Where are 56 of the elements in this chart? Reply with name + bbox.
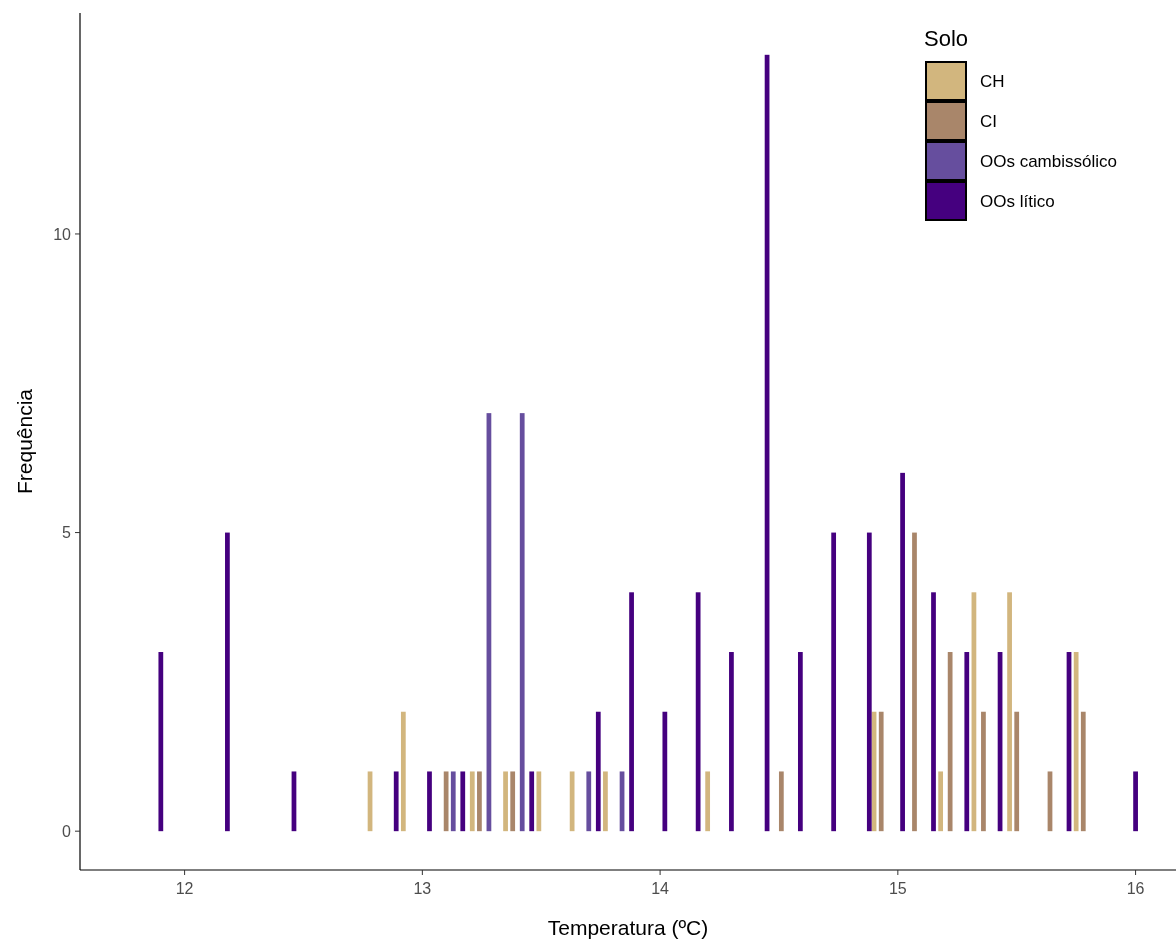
bar bbox=[900, 472, 905, 832]
bar bbox=[705, 771, 711, 832]
bar bbox=[427, 771, 432, 832]
bar bbox=[778, 771, 784, 832]
y-tick-label: 5 bbox=[62, 524, 72, 542]
bar bbox=[450, 771, 456, 832]
bar bbox=[158, 652, 164, 832]
x-axis-title: Temperatura (ºC) bbox=[547, 916, 709, 939]
bar bbox=[912, 532, 917, 832]
x-tick-label: 13 bbox=[413, 880, 432, 897]
bar bbox=[503, 771, 508, 832]
bar bbox=[519, 413, 525, 832]
bar bbox=[878, 711, 884, 832]
bar bbox=[831, 532, 837, 832]
bar bbox=[931, 592, 936, 832]
bar bbox=[477, 771, 482, 832]
bar bbox=[595, 711, 601, 832]
bar bbox=[400, 711, 406, 832]
bar bbox=[1133, 771, 1138, 832]
x-tick-label: 12 bbox=[175, 880, 194, 897]
x-tick-label: 15 bbox=[888, 880, 907, 897]
bar bbox=[225, 532, 230, 832]
bar bbox=[964, 652, 970, 832]
bar bbox=[469, 771, 475, 832]
legend-label: OOs cambissólico bbox=[980, 151, 1117, 171]
y-tick-label: 10 bbox=[53, 225, 72, 243]
bar bbox=[695, 592, 701, 832]
legend-label: CI bbox=[980, 111, 997, 131]
y-axis-title: Frequência bbox=[13, 388, 36, 495]
bar bbox=[529, 771, 535, 832]
legend-label: CH bbox=[980, 71, 1005, 91]
bar bbox=[729, 652, 734, 832]
bar bbox=[1080, 711, 1086, 832]
bar bbox=[947, 652, 953, 832]
bar bbox=[1073, 652, 1079, 832]
legend-label: OOs lítico bbox=[980, 191, 1055, 211]
bar bbox=[938, 771, 944, 832]
bar bbox=[662, 711, 668, 832]
y-tick-label: 0 bbox=[62, 822, 72, 840]
bar bbox=[569, 771, 575, 832]
bar bbox=[797, 652, 803, 832]
x-tick-label: 14 bbox=[651, 880, 670, 897]
bar bbox=[1007, 592, 1012, 832]
bar bbox=[603, 771, 608, 832]
bar bbox=[629, 592, 634, 832]
bar bbox=[586, 771, 592, 832]
x-tick-label: 16 bbox=[1126, 880, 1145, 897]
bar bbox=[393, 771, 399, 832]
bar bbox=[510, 771, 516, 832]
bar bbox=[460, 771, 466, 832]
bar bbox=[981, 711, 986, 832]
bar bbox=[866, 532, 872, 832]
legend-title: Solo bbox=[924, 26, 969, 51]
bar bbox=[443, 771, 449, 832]
bar bbox=[536, 771, 542, 832]
bar bbox=[1014, 711, 1020, 832]
